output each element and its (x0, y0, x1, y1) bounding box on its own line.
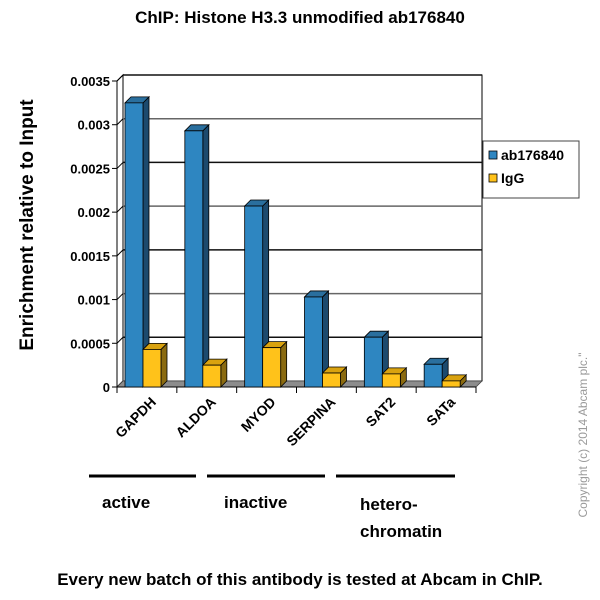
gridline-side (116, 74, 124, 82)
bar-IgG (142, 342, 168, 388)
bar-front (363, 336, 383, 388)
copyright-notice: Copyright (c) 2014 Abcam plc." (576, 352, 590, 518)
y-tick-label: 0.0025 (70, 161, 110, 176)
gridline-side (116, 162, 124, 169)
bar-side (142, 95, 150, 388)
y-tick-label: 0.0005 (70, 336, 110, 351)
legend-label-IgG: IgG (501, 170, 524, 186)
group-label: inactive (224, 493, 287, 512)
y-tick-label: 0.002 (77, 205, 110, 220)
gridline-side (116, 249, 124, 257)
y-tick-label: 0 (103, 380, 110, 395)
bar-ab176840 (243, 199, 270, 388)
bar-side (202, 123, 210, 388)
x-category-label: ALDOA (172, 394, 219, 441)
bar-front (381, 373, 401, 388)
bar-IgG (441, 373, 468, 388)
legend: ab176840 IgG (482, 140, 580, 199)
y-tick-label: 0.001 (77, 293, 110, 308)
bar-ab176840 (124, 95, 150, 388)
bar-front (142, 349, 162, 388)
bar-ab176840 (183, 123, 210, 388)
bar-IgG (321, 366, 348, 388)
bar-side (280, 340, 288, 388)
group-label: hetero- (360, 495, 418, 514)
bar-front (304, 296, 323, 388)
bar-front (322, 372, 341, 388)
x-category-label: SERPINA (283, 394, 338, 449)
gridline-side (116, 293, 124, 300)
bar-front (244, 205, 264, 388)
bar-IgG (261, 340, 288, 388)
y-tick-label: 0.003 (77, 118, 110, 133)
bar-ab176840 (303, 289, 330, 388)
bar-front (202, 364, 222, 388)
x-category-label: GAPDH (112, 394, 159, 441)
legend-box (482, 140, 580, 199)
chart-title: ChIP: Histone H3.3 unmodified ab176840 (135, 8, 465, 27)
x-category-label: SAT2 (362, 394, 398, 430)
bar-IgG (201, 358, 228, 388)
legend-label-ab176840: ab176840 (501, 147, 564, 163)
bar-IgG (381, 366, 408, 388)
footer-note: Every new batch of this antibody is test… (57, 570, 543, 589)
gridline-side (116, 205, 124, 213)
bar-front (423, 363, 443, 388)
bar-front (262, 347, 282, 388)
legend-swatch-IgG (488, 173, 498, 183)
x-category-label: MYOD (238, 394, 279, 435)
bar-side (160, 342, 168, 388)
legend-swatch-ab176840 (488, 150, 498, 160)
y-tick-label: 0.0035 (70, 74, 110, 89)
plot-back-wall (122, 74, 483, 382)
gridline-side (116, 336, 124, 344)
bar-front (184, 130, 204, 388)
x-category-label: SATa (423, 394, 458, 429)
bar-front (441, 380, 461, 388)
gridline-side (116, 118, 124, 126)
group-label: active (102, 493, 150, 512)
y-tick-label: 0.0015 (70, 249, 110, 264)
bar-front (124, 102, 144, 388)
group-label: chromatin (360, 522, 442, 541)
